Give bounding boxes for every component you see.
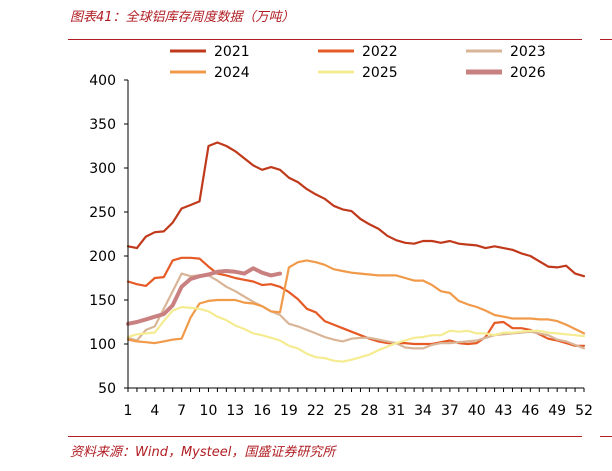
x-tick-label: 22 xyxy=(307,403,325,419)
x-tick-label: 4 xyxy=(150,403,159,419)
axes: 50 100 150 200 250 300 350 400 1 4 7 10 13 16 19 22 25 28… xyxy=(89,73,593,419)
x-tick-label: 19 xyxy=(280,403,298,419)
legend-label-2024: 2024 xyxy=(214,65,250,81)
legend-label-2021: 2021 xyxy=(214,44,250,60)
source-rule xyxy=(68,436,582,437)
series-line-2026 xyxy=(126,266,282,326)
x-tick-label: 10 xyxy=(200,403,218,419)
y-tick-label: 400 xyxy=(89,73,116,89)
legend-label-2026: 2026 xyxy=(510,65,546,81)
title-rule-stub xyxy=(600,39,612,40)
y-tick-label: 250 xyxy=(89,205,116,221)
y-tick-label: 100 xyxy=(89,337,116,353)
x-tick-label: 52 xyxy=(575,403,593,419)
y-tick-label: 300 xyxy=(89,161,116,177)
series-line-2024 xyxy=(126,259,586,345)
y-tick-label: 350 xyxy=(89,117,116,133)
x-tick-label: 49 xyxy=(548,403,566,419)
source-rule-stub xyxy=(600,436,612,437)
y-tick-label: 150 xyxy=(89,293,116,309)
x-tick-label: 31 xyxy=(387,403,405,419)
series-line-2025 xyxy=(126,305,586,363)
x-tick-label: 34 xyxy=(414,403,432,419)
legend-label-2023: 2023 xyxy=(510,44,546,60)
x-tick-label: 1 xyxy=(124,403,133,419)
title-rule xyxy=(68,39,582,40)
plot-area xyxy=(126,141,586,363)
y-tick-label: 200 xyxy=(89,249,116,265)
series-line-2023 xyxy=(126,272,586,350)
figure-title: 图表41：全球铝库存周度数据（万吨） xyxy=(70,10,295,25)
legend-label-2022: 2022 xyxy=(362,44,398,60)
x-tick-label: 28 xyxy=(360,403,378,419)
legend: 2021 2022 2023 2024 2025 2026 xyxy=(170,44,546,81)
x-tick-label: 43 xyxy=(495,403,513,419)
x-tick-label: 25 xyxy=(334,403,352,419)
x-tick-label: 16 xyxy=(253,403,271,419)
x-tick-label: 46 xyxy=(521,403,539,419)
legend-label-2025: 2025 xyxy=(362,65,398,81)
y-tick-label: 50 xyxy=(98,381,116,397)
x-tick-label: 13 xyxy=(226,403,244,419)
x-tick-label: 37 xyxy=(441,403,459,419)
x-tick-label: 7 xyxy=(177,403,186,419)
figure-source: 资料来源：Wind，Mysteel，国盛证券研究所 xyxy=(70,445,336,460)
x-tick-label: 40 xyxy=(468,403,486,419)
series-line-2021 xyxy=(126,141,586,278)
series-line-2022 xyxy=(126,256,586,347)
